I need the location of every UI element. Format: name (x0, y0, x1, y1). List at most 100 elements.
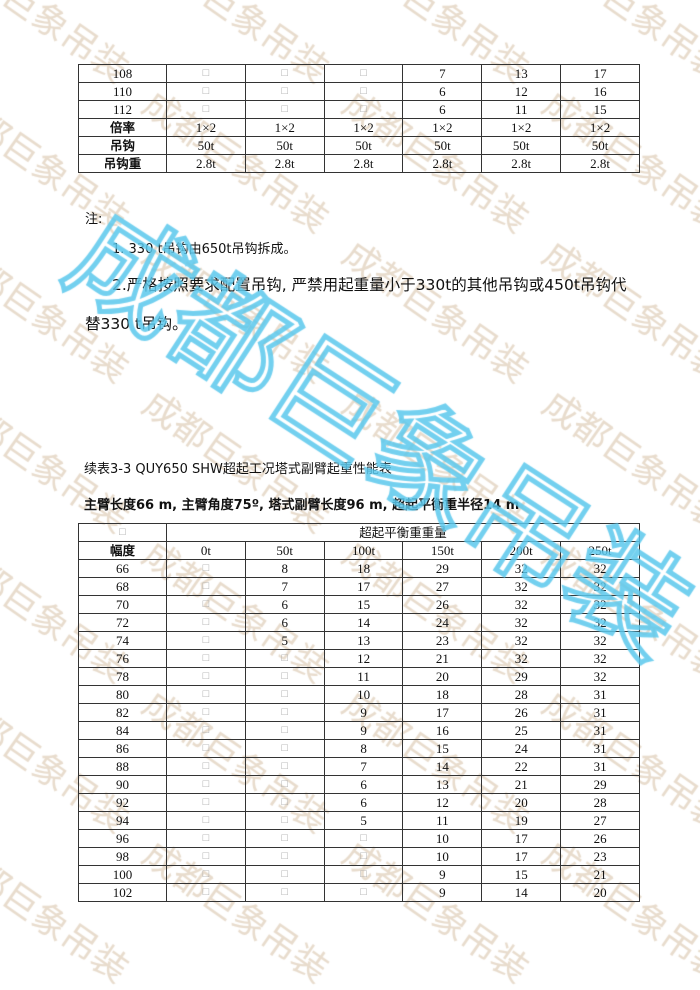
value-cell: 32 (481, 631, 562, 650)
table-row: 70 □ 6 15 26 32 32 (78, 595, 640, 614)
column-header: 200t (481, 541, 562, 560)
value-cell: 16 (560, 82, 640, 101)
value-cell: 1×2 (166, 118, 246, 137)
value-cell: 31 (560, 757, 640, 776)
value-cell: □ (244, 703, 325, 722)
value-cell: □ (166, 883, 246, 902)
value-cell: 17 (481, 847, 562, 866)
value-cell: 18 (323, 559, 404, 578)
value-cell: 50t (166, 136, 246, 155)
value-cell: 20 (560, 883, 640, 902)
value-cell: □ (166, 757, 246, 776)
value-cell: 31 (560, 721, 640, 740)
value-cell: 23 (560, 847, 640, 866)
value-cell: □ (166, 631, 246, 650)
value-cell: 27 (560, 811, 640, 830)
row-label-cell: 66 (78, 559, 167, 578)
value-cell: 26 (560, 829, 640, 848)
value-cell: 15 (402, 739, 483, 758)
value-cell: □ (166, 613, 246, 632)
value-cell: 6 (244, 613, 325, 632)
value-cell: □ (166, 559, 246, 578)
value-cell: 50t (323, 136, 404, 155)
value-cell: 9 (323, 721, 404, 740)
value-cell: 21 (402, 649, 483, 668)
table-row: 吊钩重 2.8t 2.8t 2.8t 2.8t 2.8t 2.8t (78, 154, 640, 173)
value-cell: 31 (560, 685, 640, 704)
row-label-cell: 110 (78, 82, 167, 101)
value-cell: □ (323, 865, 404, 884)
table-row: 68 □ 7 17 27 32 32 (78, 577, 640, 596)
table-row: 110 □ □ □ 6 12 16 (78, 82, 640, 101)
value-cell: 12 (402, 793, 483, 812)
value-cell: □ (244, 775, 325, 794)
value-cell: □ (323, 829, 404, 848)
table-row: 94 □ □ 5 11 19 27 (78, 811, 640, 830)
value-cell: □ (166, 667, 246, 686)
table-title: 续表3-3 QUY650 SHW超起工况塔式副臂起重性能表 (84, 462, 392, 477)
value-cell: 6 (402, 100, 483, 119)
value-cell: 5 (323, 811, 404, 830)
value-cell: 1×2 (244, 118, 325, 137)
value-cell: □ (244, 721, 325, 740)
table-row: 108 □ □ □ 7 13 17 (78, 64, 640, 83)
value-cell: 25 (481, 721, 562, 740)
table-row: 倍率 1×2 1×2 1×2 1×2 1×2 1×2 (78, 118, 640, 137)
value-cell: □ (166, 577, 246, 596)
value-cell: 32 (560, 595, 640, 614)
load-table-top: 108 □ □ □ 7 13 17 110 □ □ □ 6 12 16 112 □ □ □ 6 11 15 倍率 1×2 1×… (78, 64, 640, 173)
value-cell: 1×2 (323, 118, 404, 137)
value-cell: □ (244, 847, 325, 866)
value-cell: □ (244, 865, 325, 884)
value-cell: 24 (481, 739, 562, 758)
value-cell: 32 (560, 577, 640, 596)
value-cell: 50t (244, 136, 325, 155)
table-row: 86 □ □ 8 15 24 31 (78, 739, 640, 758)
column-header: 50t (244, 541, 325, 560)
value-cell: 14 (402, 757, 483, 776)
value-cell: 27 (402, 577, 483, 596)
value-cell: 6 (323, 775, 404, 794)
value-cell: 8 (323, 739, 404, 758)
value-cell: 15 (323, 595, 404, 614)
value-cell: □ (166, 82, 246, 101)
value-cell: 15 (481, 865, 562, 884)
value-cell: 2.8t (560, 154, 640, 173)
table-row: 66 □ 8 18 29 32 32 (78, 559, 640, 578)
table-row: 112 □ □ □ 6 11 15 (78, 100, 640, 119)
note-1: 1. 330 t吊钩由650t吊钩拆成。 (112, 242, 297, 257)
value-cell: 31 (560, 703, 640, 722)
value-cell: 2.8t (323, 154, 404, 173)
value-cell: 29 (560, 775, 640, 794)
value-cell: 10 (402, 847, 483, 866)
row-header: 幅度 (78, 541, 167, 560)
value-cell: □ (244, 793, 325, 812)
row-label-cell: 78 (78, 667, 167, 686)
value-cell: 32 (560, 649, 640, 668)
value-cell: □ (166, 847, 246, 866)
corner-cell: □ (78, 523, 167, 542)
value-cell: 50t (560, 136, 640, 155)
value-cell: □ (244, 883, 325, 902)
value-cell: 1×2 (560, 118, 640, 137)
value-cell: 26 (481, 703, 562, 722)
row-label-cell: 70 (78, 595, 167, 614)
value-cell: 6 (402, 82, 483, 101)
value-cell: 21 (560, 865, 640, 884)
row-label-cell: 76 (78, 649, 167, 668)
value-cell: □ (166, 721, 246, 740)
note-2-line-2: 替330 t吊钩。 (85, 315, 188, 333)
value-cell: □ (166, 793, 246, 812)
row-label-cell: 112 (78, 100, 167, 119)
column-header: 250t (560, 541, 640, 560)
value-cell: □ (244, 829, 325, 848)
row-label-cell: 68 (78, 577, 167, 596)
value-cell: 17 (560, 64, 640, 83)
row-label-cell: 98 (78, 847, 167, 866)
value-cell: 22 (481, 757, 562, 776)
table-row: 100 □ □ □ 9 15 21 (78, 865, 640, 884)
row-label-cell: 102 (78, 883, 167, 902)
value-cell: 1×2 (402, 118, 483, 137)
row-label-cell: 92 (78, 793, 167, 812)
value-cell: □ (166, 703, 246, 722)
